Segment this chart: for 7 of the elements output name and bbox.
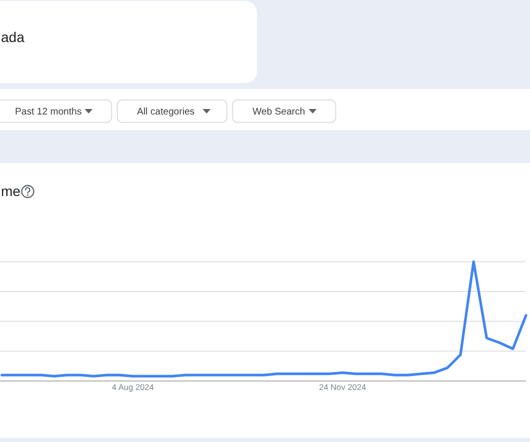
text: Web Search (252, 106, 306, 118)
chart-title: me (1, 183, 21, 199)
text: Past 12 months (15, 106, 82, 118)
text: ada (1, 29, 25, 45)
text: All categories (137, 106, 195, 118)
x-tick-label: 4 Aug 2024 (112, 382, 154, 392)
x-tick-label: 24 Nov 2024 (319, 382, 366, 392)
